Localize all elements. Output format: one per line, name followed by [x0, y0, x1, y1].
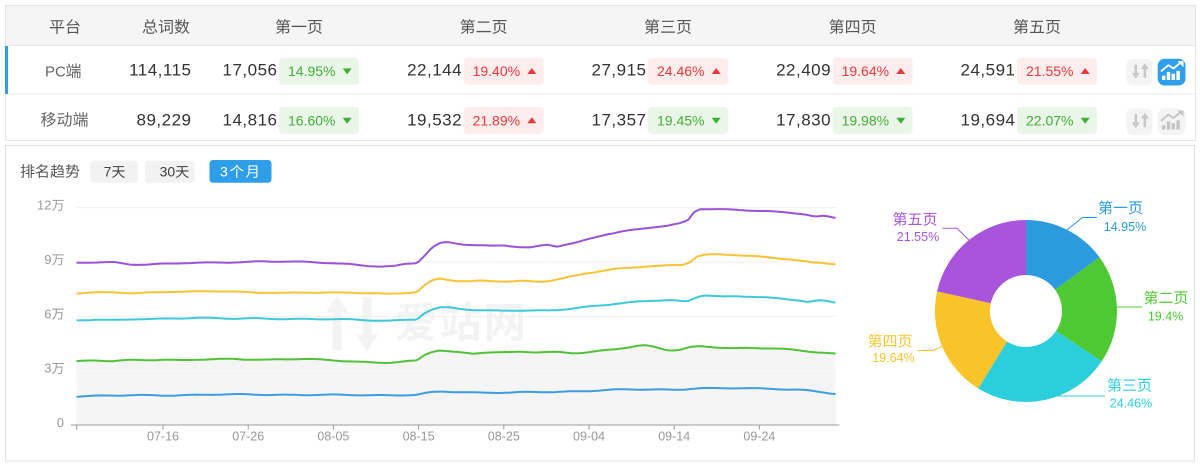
svg-text:09-04: 09-04 [573, 430, 605, 444]
svg-text:30: 30 [160, 164, 176, 180]
svg-text:114,115: 114,115 [129, 61, 191, 80]
svg-text:19.45%: 19.45% [657, 113, 704, 129]
svg-text:09-24: 09-24 [743, 430, 775, 444]
svg-text:21.89%: 21.89% [473, 113, 520, 129]
svg-text:19.64%: 19.64% [872, 351, 914, 365]
svg-text:3: 3 [220, 164, 228, 180]
svg-text:19,694: 19,694 [961, 110, 1016, 129]
svg-text:16.60%: 16.60% [288, 113, 335, 129]
svg-text:3: 3 [44, 361, 51, 376]
svg-text:08-05: 08-05 [317, 430, 349, 444]
svg-text:24,591: 24,591 [961, 61, 1016, 80]
svg-text:19.4%: 19.4% [1148, 310, 1183, 324]
svg-text:7: 7 [104, 164, 112, 180]
svg-text:22.07%: 22.07% [1026, 113, 1073, 129]
svg-text:14,816: 14,816 [223, 110, 278, 129]
svg-text:14.95%: 14.95% [288, 63, 335, 79]
svg-text:24.46%: 24.46% [1110, 397, 1152, 411]
svg-text:22,409: 22,409 [776, 61, 831, 80]
svg-text:14.95%: 14.95% [1104, 220, 1146, 234]
svg-text:19.64%: 19.64% [842, 63, 889, 79]
svg-text:19.98%: 19.98% [842, 113, 889, 129]
svg-text:21.55%: 21.55% [897, 230, 939, 244]
svg-text:6: 6 [44, 306, 51, 321]
svg-text:09-14: 09-14 [658, 430, 690, 444]
svg-text:89,229: 89,229 [137, 110, 192, 129]
svg-text:08-15: 08-15 [403, 430, 435, 444]
svg-text:19,532: 19,532 [407, 110, 462, 129]
svg-text:17,056: 17,056 [223, 61, 278, 80]
svg-text:24.46%: 24.46% [657, 63, 704, 79]
svg-text:07-16: 07-16 [147, 430, 179, 444]
svg-text:07-26: 07-26 [232, 430, 264, 444]
svg-text:27,915: 27,915 [592, 61, 647, 80]
svg-text:17,357: 17,357 [592, 110, 647, 129]
svg-text:17,830: 17,830 [776, 110, 831, 129]
svg-text:19.40%: 19.40% [473, 63, 520, 79]
svg-text:12: 12 [37, 198, 51, 213]
svg-text:PC: PC [45, 64, 66, 81]
svg-text:0: 0 [57, 415, 64, 430]
svg-text:22,144: 22,144 [407, 61, 462, 80]
svg-text:21.55%: 21.55% [1026, 63, 1073, 79]
svg-text:08-25: 08-25 [488, 430, 520, 444]
svg-text:9: 9 [44, 252, 51, 267]
